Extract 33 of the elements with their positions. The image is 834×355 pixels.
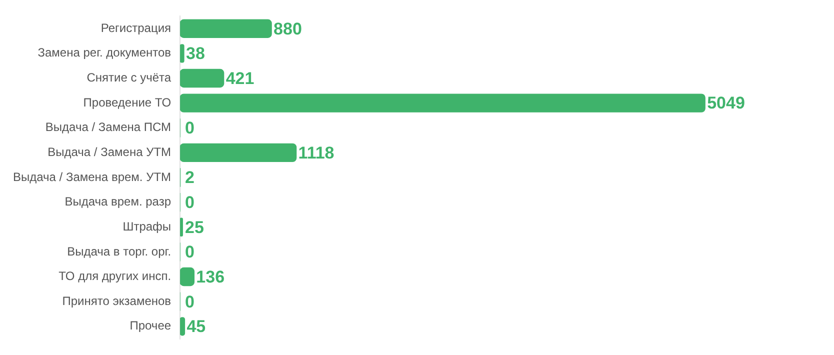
data-label: 25 (185, 218, 204, 237)
data-label: 0 (185, 242, 195, 262)
data-label: 45 (186, 317, 206, 336)
y-tick-label: Выдача / Замена УТМ (48, 144, 172, 159)
data-label: 38 (186, 44, 205, 64)
data-label: 0 (185, 193, 195, 212)
data-label: 5049 (707, 94, 745, 113)
bar (180, 317, 186, 336)
y-tick-label: Прочее (130, 318, 172, 333)
data-label: 0 (185, 118, 195, 138)
bar (180, 68, 224, 88)
bar (180, 94, 706, 112)
y-tick-label: Выдача врем. разр (64, 194, 172, 209)
data-label: 2 (185, 168, 195, 188)
y-tick-label: ТО для других инсп. (58, 269, 172, 284)
y-tick-label: Замена рег. документов (38, 46, 172, 60)
bar (180, 267, 195, 286)
data-label: 1118 (298, 143, 334, 162)
bar (180, 19, 272, 38)
y-tick-label: Выдача / Замена ПСМ (45, 120, 172, 134)
y-tick-label: Проведение ТО (83, 95, 172, 110)
y-tick-label: Выдача / Замена врем. УТМ (12, 170, 172, 184)
y-tick-label: Регистрация (100, 20, 172, 35)
y-tick-label: Снятие с учёта (86, 70, 172, 85)
data-label: 0 (185, 292, 195, 312)
y-tick-label: Принято экзаменов (62, 294, 172, 308)
y-tick-label: Выдача в торг. орг. (67, 244, 172, 258)
data-label: 421 (226, 68, 254, 88)
y-tick-label: Штрафы (122, 219, 172, 234)
bar (180, 44, 184, 63)
data-label: 136 (196, 267, 225, 286)
bar (180, 143, 297, 162)
data-label: 880 (274, 19, 302, 38)
